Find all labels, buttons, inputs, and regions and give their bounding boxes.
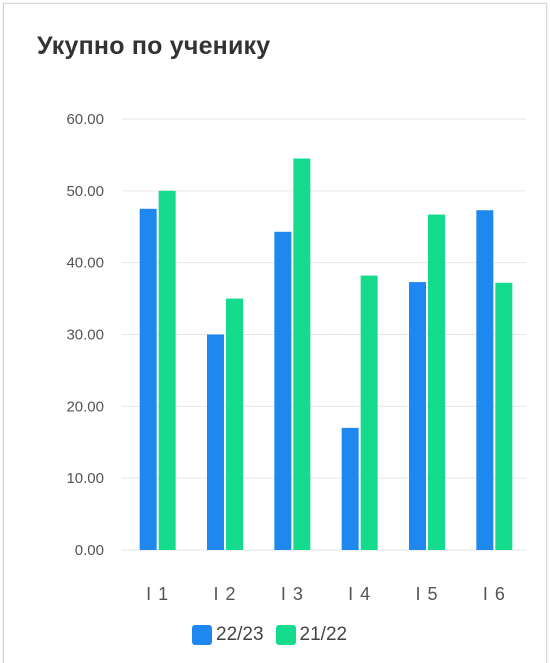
y-tick-label: 20.00 [66,398,104,415]
y-tick-label: 40.00 [66,255,104,272]
x-tick-label: I 4 [348,584,371,604]
x-tick-label: I 1 [146,584,169,604]
legend-item-series-2[interactable]: 21/22 [275,624,348,646]
bar-series-2 [360,275,378,550]
x-tick-label: I 5 [415,584,438,604]
bar-series-2 [158,190,176,551]
y-tick-label: 60.00 [66,111,104,128]
bar-series-1 [139,208,157,550]
bar-series-1 [476,210,494,550]
bar-chart: 0.00 10.00 20.00 30.00 40.00 50.00 60.00 I 1 I 2… [66,111,526,604]
legend-swatch-series-1 [192,625,212,645]
bar-series-2 [226,298,243,550]
legend-label-series-2: 21/22 [299,624,348,645]
bar-series-1 [207,334,224,550]
bar-series-1 [341,427,359,550]
legend-swatch-series-2 [275,625,296,645]
bar-series-2 [293,158,311,550]
chart-card: Укупно по ученику 0.00 10.00 20.00 30.00 40.… [3,3,547,663]
bar-series-2 [495,282,513,550]
y-tick-label: 10.00 [66,470,104,487]
x-tick-label: I 6 [483,584,506,604]
chart-title: Укупно по ученику [37,32,271,60]
bar-series-1 [274,231,292,551]
bar-series-2 [428,214,445,550]
y-tick-label: 50.00 [66,183,104,200]
x-tick-label: I 2 [213,584,236,604]
legend-label-series-1: 22/23 [216,624,264,645]
bar-series-1 [409,282,426,550]
legend-item-series-1[interactable]: 22/23 [192,624,264,646]
y-tick-label: 0.00 [75,542,104,559]
y-tick-label: 30.00 [66,327,104,344]
chart-legend: 22/23 21/22 [192,624,347,646]
x-tick-label: I 3 [281,584,304,604]
